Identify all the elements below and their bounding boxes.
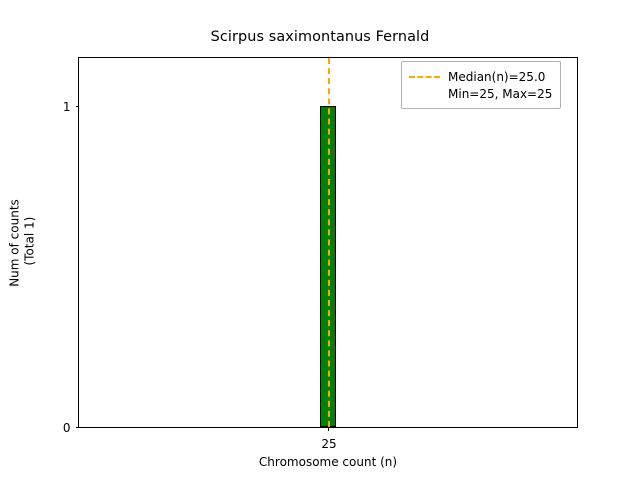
legend-swatch-median-dashed-icon [409,75,440,78]
y-tick-label-1: 1 [62,100,71,115]
legend-entry-median: Median(n)=25.0 [409,68,552,85]
y-tick-label-0: 0 [62,421,71,435]
x-tick-label-25: 25 [321,436,337,451]
y-axis-label-container: Num of counts (Total 1) [0,57,44,428]
legend-label-median: Median(n)=25.0 [448,69,546,84]
legend-entry-minmax: Min=25, Max=25 [409,85,552,102]
plot-inner [79,58,577,427]
x-tick-mark-25: 25 [321,427,337,451]
legend: Median(n)=25.0 Min=25, Max=25 [401,61,562,109]
y-tick-mark-1: 1 [63,100,79,114]
legend-label-minmax: Min=25, Max=25 [448,86,553,101]
chart-title: Scirpus saximontanus Fernald [210,29,430,45]
y-tick-mark-0: 0 [63,421,79,435]
plot-area: 0 1 25 Median(n)=25.0 Min=25, Max=25 [63,57,578,451]
x-axis-label: Chromosome count (n) [258,455,398,469]
y-axis-label: Num of counts (Total 1) [7,198,36,287]
median-line [328,58,330,427]
